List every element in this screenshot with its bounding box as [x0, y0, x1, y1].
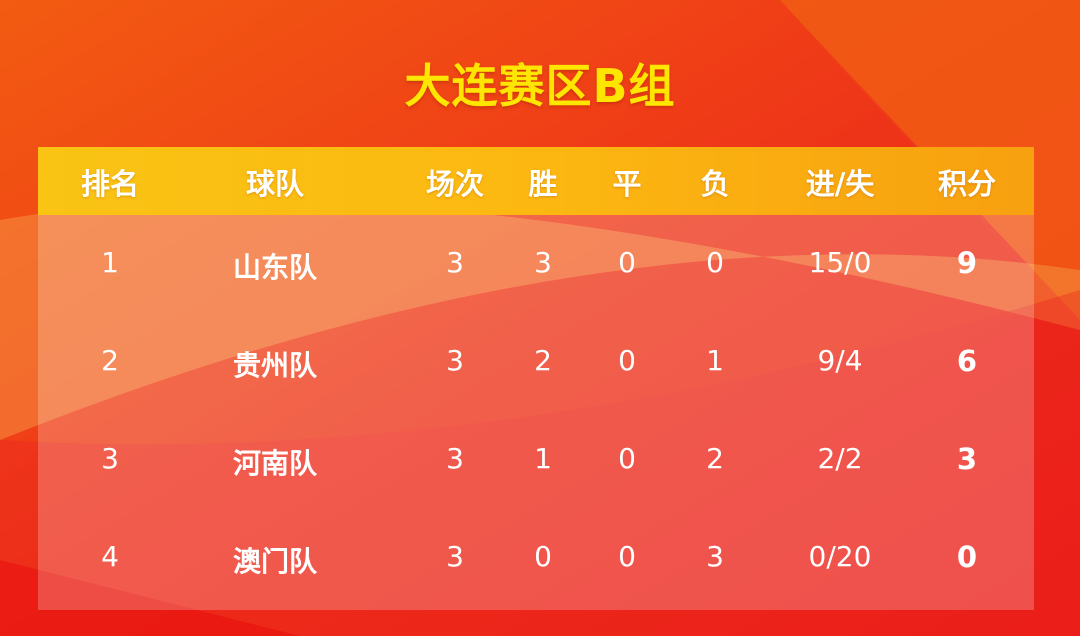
- table-row: 4 澳门队 3 0 0 3 0/20 0: [38, 509, 1034, 607]
- table-row: 3 河南队 3 1 0 2 2/2 3: [38, 411, 1034, 509]
- cell-lost: 2: [706, 442, 724, 475]
- header-won: 胜: [528, 167, 558, 201]
- cell-won: 1: [534, 442, 552, 475]
- standings-table: 排名 球队 场次 胜 平 负 进/失 积分 1 山东队 3 3 0 0 15/0 9 2 贵州队 3 2 0 1 9/4 6…: [38, 147, 1034, 610]
- table-row: 1 山东队 3 3 0 0 15/0 9: [38, 215, 1034, 313]
- cell-rank: 2: [101, 344, 119, 377]
- header-drawn: 平: [612, 167, 642, 201]
- cell-drawn: 0: [618, 246, 636, 279]
- cell-rank: 3: [101, 442, 119, 475]
- page-title: 大连赛区B组: [404, 59, 676, 113]
- cell-played: 3: [446, 442, 464, 475]
- table-row: 2 贵州队 3 2 0 1 9/4 6: [38, 313, 1034, 411]
- cell-drawn: 0: [618, 344, 636, 377]
- cell-played: 3: [446, 344, 464, 377]
- cell-rank: 4: [101, 540, 119, 573]
- cell-won: 2: [534, 344, 552, 377]
- cell-points: 3: [956, 442, 978, 476]
- header-points: 积分: [937, 167, 997, 201]
- cell-team: 贵州队: [232, 349, 318, 382]
- header-rank: 排名: [80, 167, 140, 201]
- cell-rank: 1: [101, 246, 119, 279]
- cell-goals: 2/2: [817, 442, 863, 475]
- cell-played: 3: [446, 540, 464, 573]
- header-lost: 负: [700, 167, 730, 201]
- cell-goals: 9/4: [817, 344, 863, 377]
- cell-goals: 15/0: [808, 246, 872, 279]
- cell-lost: 3: [706, 540, 724, 573]
- header-team: 球队: [245, 167, 305, 201]
- header-played: 场次: [425, 167, 485, 201]
- table-header: [38, 147, 1034, 215]
- cell-drawn: 0: [618, 442, 636, 475]
- cell-team: 山东队: [232, 251, 318, 284]
- cell-won: 3: [534, 246, 552, 279]
- cell-team: 河南队: [232, 447, 318, 480]
- cell-points: 0: [956, 540, 978, 574]
- cell-lost: 1: [706, 344, 724, 377]
- cell-lost: 0: [706, 246, 724, 279]
- cell-won: 0: [534, 540, 552, 573]
- cell-team: 澳门队: [232, 545, 318, 578]
- cell-goals: 0/20: [808, 540, 872, 573]
- cell-points: 6: [956, 344, 978, 378]
- cell-points: 9: [956, 246, 978, 280]
- header-goals: 进/失: [805, 167, 875, 201]
- cell-drawn: 0: [618, 540, 636, 573]
- cell-played: 3: [446, 246, 464, 279]
